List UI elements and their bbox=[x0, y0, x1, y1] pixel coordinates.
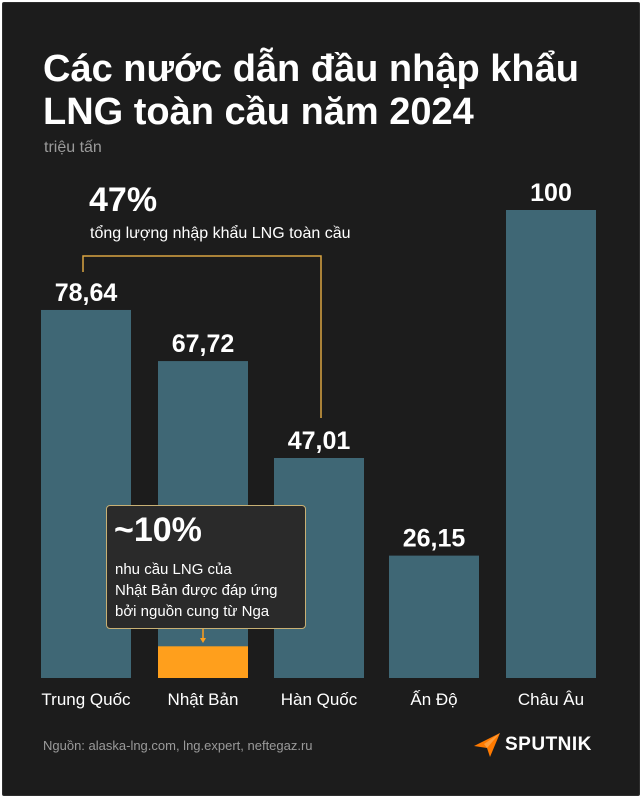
chart-title: Các nước dẫn đầu nhập khẩu LNG toàn cầu … bbox=[43, 48, 579, 133]
japan-callout-box bbox=[106, 505, 306, 629]
category-label: Nhật Bản bbox=[168, 690, 239, 709]
japan-callout-text: nhu cầu LNG của Nhật Bản được đáp ứng bở… bbox=[115, 559, 303, 622]
japan-callout-line: bởi nguồn cung từ Nga bbox=[115, 603, 270, 620]
value-label: 26,15 bbox=[403, 525, 466, 553]
share-text: tổng lượng nhập khẩu LNG toàn cầu bbox=[90, 225, 351, 242]
japan-callout-line: nhu cầu LNG của bbox=[115, 561, 232, 578]
category-label: Trung Quốc bbox=[41, 690, 131, 709]
value-label: 47,01 bbox=[288, 427, 351, 455]
unit-label: triệu tấn bbox=[44, 139, 102, 156]
callout-arrow-head bbox=[200, 638, 206, 643]
japan-callout-percent: ~10% bbox=[114, 511, 202, 549]
category-label: Hàn Quốc bbox=[281, 690, 358, 709]
logo-text: SPUTNIK bbox=[505, 734, 592, 755]
bar-chart: 78,64 Trung Quốc 67,72 Nhật Bản 47,01 Hàn Quố… bbox=[41, 179, 596, 709]
category-label: Ấn Độ bbox=[410, 690, 457, 709]
share-bracket bbox=[82, 255, 322, 418]
sputnik-logo: SPUTNIK bbox=[473, 730, 592, 760]
value-label: 100 bbox=[530, 179, 572, 207]
value-label: 78,64 bbox=[55, 279, 118, 307]
category-label: Châu Âu bbox=[518, 690, 584, 709]
source-note: Nguồn: alaska-lng.com, lng.expert, nefte… bbox=[43, 738, 313, 753]
share-percent: 47% bbox=[89, 181, 158, 219]
bar-4 bbox=[506, 210, 596, 678]
bar-highlight-segment bbox=[158, 646, 248, 678]
value-label: 67,72 bbox=[172, 330, 235, 358]
sputnik-arrow-icon bbox=[474, 733, 500, 757]
bar-3 bbox=[389, 555, 479, 678]
japan-callout-line: Nhật Bản được đáp ứng bbox=[115, 582, 278, 599]
